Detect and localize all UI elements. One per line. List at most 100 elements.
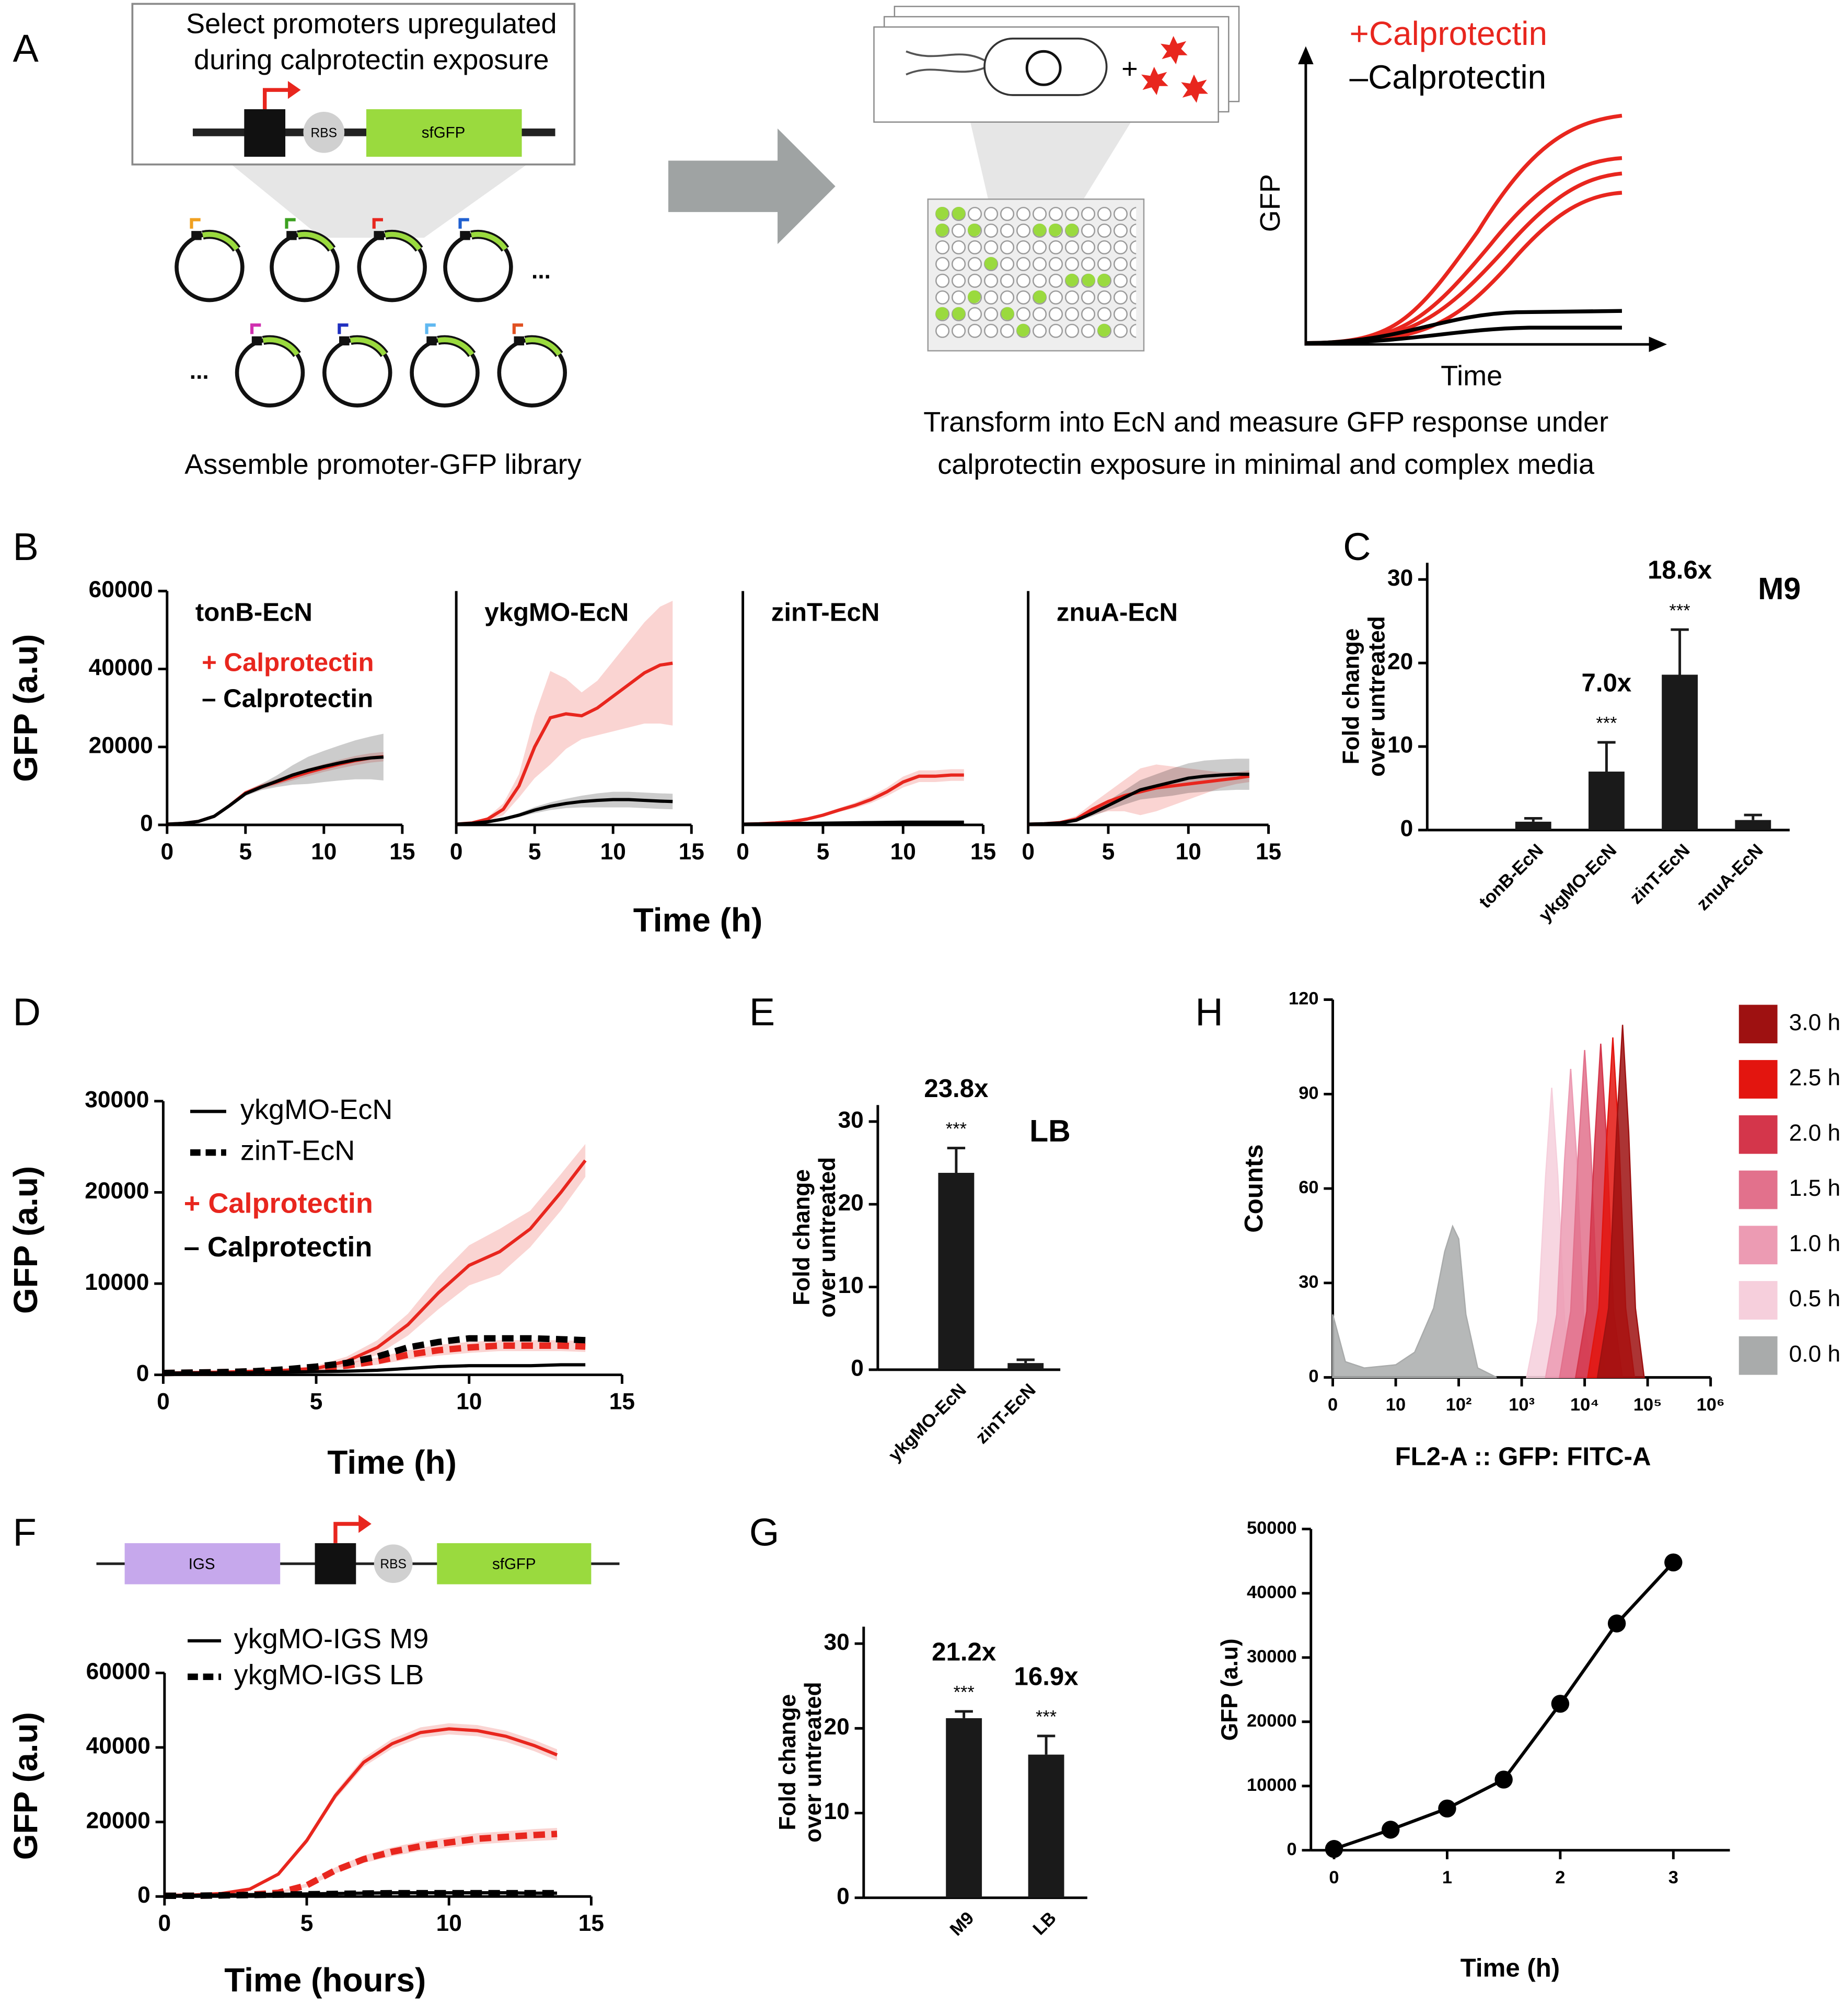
y-axis-label: GFP (a.u) [7, 1712, 44, 1860]
medium-label: M9 [1758, 572, 1801, 606]
y-tick-label: 40000 [89, 655, 153, 680]
x-tick-label: 15 [609, 1389, 635, 1414]
schematic-black-curves [1305, 309, 1622, 345]
arrowhead [1649, 336, 1667, 352]
legend-swatch [1738, 1226, 1778, 1265]
bar [946, 1718, 982, 1898]
bar [938, 1173, 975, 1370]
x-tick-label: 15 [578, 1910, 604, 1936]
rbs [374, 1544, 413, 1583]
rbs-label: RBS [311, 126, 338, 140]
panel-label: C [1343, 525, 1371, 568]
bar [1028, 1754, 1064, 1898]
x-tick-label: 0 [1022, 839, 1035, 865]
x-tick-label: 5 [1102, 839, 1115, 865]
x-axis-label: Time (h) [327, 1443, 456, 1481]
y-tick-label: 10 [1387, 732, 1413, 758]
y-tick-label: 0 [1308, 1367, 1318, 1386]
funnel [970, 122, 1131, 206]
flagella [906, 50, 988, 76]
x-tick-label: 5 [528, 839, 541, 865]
significance: *** [946, 1119, 967, 1139]
error-bar [1744, 813, 1763, 820]
x-tick-label: 10 [436, 1910, 462, 1936]
x-tick-label: 3 [1668, 1868, 1678, 1887]
rbs [303, 111, 345, 153]
bar [1007, 1363, 1044, 1370]
x-tick-label: 10⁵ [1633, 1395, 1662, 1415]
legend-label: – Calprotectin [202, 684, 373, 713]
error-bar [1524, 817, 1543, 822]
x-tick-label: 15 [679, 839, 704, 865]
error-band [743, 769, 964, 825]
select-text: Select promoters upregulated [186, 8, 557, 39]
panel-label: A [13, 27, 39, 70]
x-tick-label: 0 [158, 1910, 171, 1936]
value-label: 21.2x [932, 1637, 996, 1666]
arrowhead [1298, 46, 1314, 64]
bar [1662, 674, 1698, 830]
y-tick-label: 20 [1387, 649, 1413, 674]
y-tick-label: 30000 [85, 1087, 149, 1113]
promoter [244, 109, 286, 157]
legend-label: + Calprotectin [184, 1187, 373, 1219]
mini-arrows [190, 218, 524, 334]
y-tick-label: 10 [824, 1799, 850, 1824]
schematic-y-label: GFP [1255, 174, 1286, 232]
legend-label: 0.5 h [1789, 1286, 1840, 1312]
y-axis-label: over untreated [815, 1157, 840, 1318]
calprotectin-icons [1141, 36, 1208, 103]
y-tick-label: 30 [1299, 1272, 1318, 1292]
x-tick-label: 10 [456, 1389, 482, 1414]
line [164, 1890, 558, 1899]
chart-title: tonB-EcN [195, 598, 312, 627]
x-axis-label: Time (h) [633, 901, 762, 939]
x-axis-label: Time (h) [1461, 1953, 1560, 1982]
plus: + [1121, 53, 1138, 85]
transform-caption: calprotectin exposure in minimal and com… [937, 449, 1595, 480]
sfgfp-label: sfGFP [492, 1556, 536, 1573]
legend-label: 2.0 h [1789, 1120, 1840, 1146]
error-band [167, 752, 384, 825]
legend-label: ykgMO-IGS M9 [234, 1623, 429, 1654]
y-axis-label: GFP (a.u) [7, 1166, 44, 1314]
marker [1551, 1695, 1570, 1713]
x-tick-label: 5 [310, 1389, 323, 1414]
y-axis-label: Fold change [1338, 628, 1364, 765]
y-axis-label: GFP (a.u) [1217, 1638, 1243, 1741]
legend-label: zinT-EcN [240, 1135, 355, 1166]
line [163, 1335, 586, 1377]
ellipsis: ... [531, 258, 551, 284]
y-axis-label: over untreated [801, 1682, 826, 1843]
line [456, 661, 673, 826]
x-tick-label: 0 [450, 839, 463, 865]
error-bar [1016, 1358, 1035, 1364]
igs-label: IGS [189, 1556, 215, 1573]
panel-label: F [13, 1511, 37, 1554]
y-tick-label: 30000 [1247, 1647, 1297, 1667]
bacterium [983, 37, 1108, 96]
histogram [1332, 1225, 1497, 1378]
y-tick-label: 10000 [1247, 1775, 1297, 1795]
transform-caption: Transform into EcN and measure GFP respo… [923, 406, 1608, 438]
x-tick-label: 10⁶ [1697, 1395, 1725, 1415]
sfgfp [437, 1543, 592, 1584]
y-tick-label: 90 [1299, 1083, 1318, 1103]
y-tick-label: 40000 [1247, 1582, 1297, 1602]
value-label: 18.6x [1648, 555, 1712, 584]
schematic-legend: +Calprotectin [1350, 15, 1548, 52]
significance: *** [1596, 714, 1617, 733]
y-tick-label: 20000 [1247, 1711, 1297, 1731]
value-label: 7.0x [1582, 668, 1632, 697]
y-tick-label: 60 [1299, 1178, 1318, 1197]
medium-label: LB [1029, 1114, 1071, 1148]
significance: *** [1036, 1707, 1057, 1727]
marker [1382, 1821, 1400, 1839]
promoter-arrow [333, 1522, 362, 1543]
x-tick-label: 2 [1555, 1868, 1565, 1887]
significance: *** [954, 1683, 975, 1703]
y-tick-label: 10 [838, 1273, 864, 1298]
promoter [315, 1543, 356, 1584]
x-axis-label: FL2-A :: GFP: FITC-A [1395, 1442, 1651, 1471]
